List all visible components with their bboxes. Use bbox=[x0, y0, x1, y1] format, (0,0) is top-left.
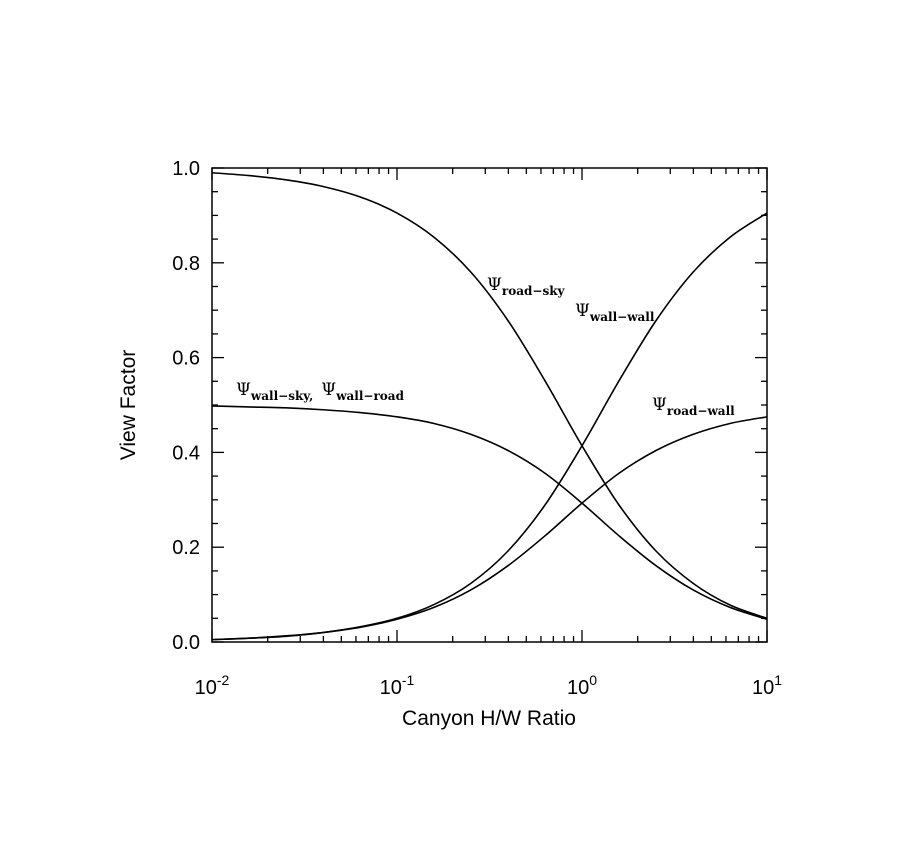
series-annotation: Ψroad−wall bbox=[652, 395, 735, 418]
x-tick-exp: -2 bbox=[217, 672, 230, 688]
annotation-symbol: Ψ bbox=[652, 395, 667, 415]
y-tick-label: 0.8 bbox=[172, 253, 200, 275]
series-line bbox=[211, 416, 768, 641]
x-tick-exp: 0 bbox=[589, 672, 597, 688]
x-tick-base: 10 bbox=[195, 677, 217, 699]
x-tick-exp: -1 bbox=[402, 672, 415, 688]
x-tick-label: 100 bbox=[567, 672, 597, 699]
y-tick-label: 0.6 bbox=[172, 348, 200, 370]
series-line bbox=[211, 405, 768, 621]
x-tick-label: 10-2 bbox=[195, 672, 230, 699]
x-tick-base: 10 bbox=[567, 677, 589, 699]
annotation-subscript: wall−wall bbox=[589, 310, 655, 324]
x-tick-label: 101 bbox=[752, 672, 782, 699]
x-tick-exp: 1 bbox=[774, 672, 782, 688]
y-tick-label: 1.0 bbox=[172, 158, 200, 180]
y-axis-label: View Factor bbox=[117, 350, 140, 461]
annotation-symbol: Ψ bbox=[321, 380, 336, 400]
x-tick-base: 10 bbox=[380, 677, 402, 699]
annotation-subscript: wall−sky, bbox=[250, 389, 313, 403]
series-line bbox=[211, 171, 768, 620]
annotation-symbol: Ψ bbox=[487, 275, 502, 295]
annotation-symbol: Ψ bbox=[236, 380, 251, 400]
x-axis-label: Canyon H/W Ratio bbox=[402, 707, 576, 730]
x-tick-label: 10-1 bbox=[380, 672, 415, 699]
series-annotation: Ψwall−wall bbox=[575, 301, 655, 324]
series-annotation: Ψwall−sky, Ψwall−road bbox=[236, 380, 405, 403]
annotation-subscript: wall−road bbox=[335, 389, 404, 403]
y-tick-label: 0.4 bbox=[172, 442, 200, 464]
series-annotation: Ψroad−sky bbox=[487, 275, 566, 298]
y-tick-label: 0.0 bbox=[172, 632, 200, 654]
y-tick-label: 0.2 bbox=[172, 537, 200, 559]
annotation-subscript: road−wall bbox=[667, 404, 735, 418]
annotation-subscript: road−sky bbox=[502, 284, 566, 298]
annotation-symbol: Ψ bbox=[575, 301, 590, 321]
x-tick-base: 10 bbox=[752, 677, 774, 699]
